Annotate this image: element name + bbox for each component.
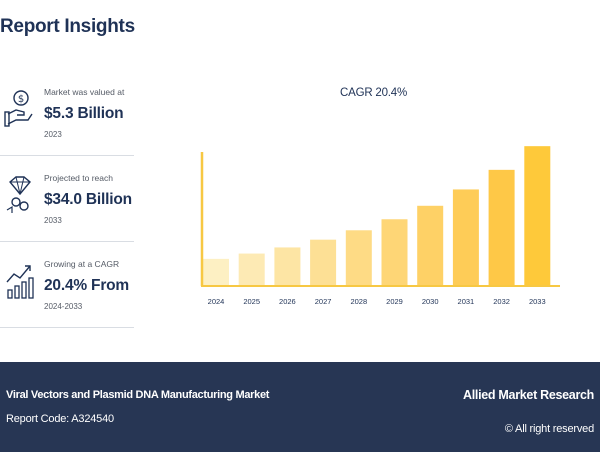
- bar-2026: [274, 247, 301, 285]
- market-name: Viral Vectors and Plasmid DNA Manufactur…: [6, 389, 270, 401]
- growth-chart-icon: [6, 265, 34, 299]
- bar-2031: [452, 189, 479, 285]
- stat-label: Growing at a CAGR: [44, 259, 120, 269]
- diamond-coins-icon: [6, 176, 31, 213]
- x-tick-label: 2033: [529, 297, 546, 306]
- stat-projection: Projected to reach $34.0 Billion 2033: [0, 156, 134, 242]
- x-tick-label: 2031: [458, 297, 475, 306]
- bar-2030: [417, 205, 444, 285]
- x-tick-label: 2028: [350, 297, 367, 306]
- bar-2032: [488, 169, 515, 285]
- x-tick-label: 2024: [208, 297, 225, 306]
- stat-value: $5.3 Billion: [44, 105, 124, 122]
- stat-market-value: $ Market was valued at $5.3 Billion 2023: [0, 70, 134, 156]
- bar-chart-svg: 2024 2025 2026 2027 2028 2029 2030 2031 2032 2033: [200, 146, 560, 306]
- footer-bar: Viral Vectors and Plasmid DNA Manufactur…: [0, 362, 600, 452]
- stat-value: $34.0 Billion: [44, 191, 132, 208]
- bar-2027: [310, 239, 337, 285]
- stat-year: 2033: [44, 216, 62, 225]
- stat-cagr: Growing at a CAGR 20.4% From 2024-2033: [0, 242, 134, 328]
- x-tick-label: 2027: [315, 297, 332, 306]
- bar-2024: [203, 258, 229, 285]
- x-tick-label: 2026: [279, 297, 296, 306]
- stat-value: 20.4% From: [44, 277, 130, 294]
- x-tick-label: 2030: [422, 297, 439, 306]
- stat-year: 2023: [44, 130, 62, 139]
- x-tick-label: 2029: [386, 297, 403, 306]
- svg-text:$: $: [18, 94, 24, 105]
- rights-text: © All right reserved: [504, 423, 594, 435]
- brand-name: Allied Market Research: [463, 388, 594, 402]
- page-title: Report Insights: [0, 16, 135, 37]
- money-hand-icon: $: [4, 90, 33, 127]
- bar-2033: [524, 146, 551, 285]
- stat-year: 2024-2033: [44, 302, 83, 311]
- stat-label: Market was valued at: [44, 87, 125, 97]
- stat-label: Projected to reach: [44, 173, 113, 183]
- bar-2025: [238, 253, 265, 285]
- stats-panel: $ Market was valued at $5.3 Billion 2023…: [0, 70, 134, 328]
- bar-2028: [345, 230, 372, 285]
- x-tick-label: 2032: [493, 297, 510, 306]
- chart-title: CAGR 20.4%: [340, 87, 408, 99]
- bar-2029: [381, 219, 408, 285]
- x-tick-label: 2025: [243, 297, 260, 306]
- report-code: Report Code: A324540: [6, 413, 114, 425]
- cagr-chart: CAGR 20.4% 2024 2025 2026 2027 2028 2029 2030 2…: [180, 80, 580, 320]
